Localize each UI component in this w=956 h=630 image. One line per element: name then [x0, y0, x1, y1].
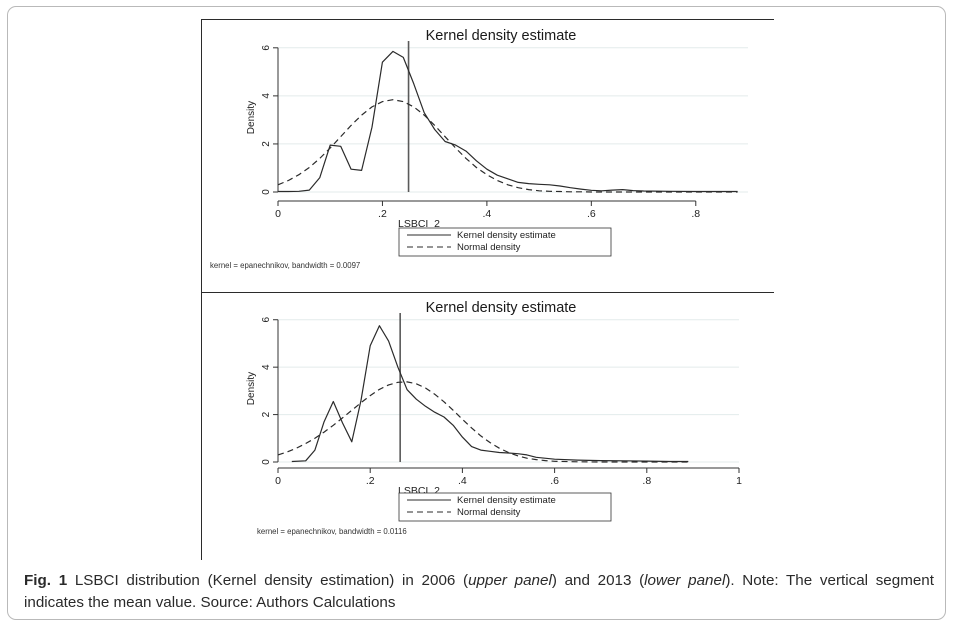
kernel-note: kernel = epanechnikov, bandwidth = 0.011…	[257, 527, 407, 536]
caption-text-1: LSBCI distribution (Kernel density estim…	[67, 572, 469, 589]
kernel-note: kernel = epanechnikov, bandwidth = 0.009…	[210, 261, 360, 270]
kernel-density-line	[278, 50, 738, 193]
legend-label: Normal density	[457, 242, 521, 253]
normal-density-line	[277, 381, 689, 463]
legend-label: Normal density	[457, 507, 521, 518]
x-tick-label: .4	[483, 208, 492, 220]
y-tick-label: 2	[261, 411, 272, 417]
chart-title: Kernel density estimate	[426, 28, 577, 44]
y-tick-label: 4	[261, 364, 272, 370]
y-tick-label: 0	[261, 459, 272, 465]
normal-density-line	[277, 99, 738, 193]
x-tick-label: .8	[691, 208, 700, 220]
chart-upper: Kernel density estimate 0 2 4 6 Density 0 .2 .4.…	[202, 20, 775, 294]
chart-panel-lower: Kernel density estimate 0 2 4 6 Density 0 .2 .4.…	[201, 292, 775, 561]
x-tick-label: .4	[458, 475, 467, 487]
x-tick-label: .2	[378, 208, 387, 220]
caption-upper-panel: upper panel	[468, 572, 552, 589]
x-tick-label: 0	[275, 208, 281, 220]
figure-frame	[7, 6, 946, 620]
x-axis-label: LSBCI_2	[398, 218, 440, 230]
legend-label: Kernel density estimate	[457, 230, 556, 241]
x-tick-label: .6	[550, 475, 559, 487]
x-tick-label: .2	[366, 475, 375, 487]
caption-text-3: ). Note: The vertical segment indicates …	[24, 572, 934, 611]
chart-title: Kernel density estimate	[426, 300, 577, 316]
caption-lower-panel: lower panel	[644, 572, 726, 589]
y-tick-label: 4	[261, 93, 272, 99]
y-tick-label: 6	[261, 45, 272, 51]
y-tick-label: 6	[261, 317, 272, 323]
plot-area	[278, 315, 739, 462]
kernel-density-line	[291, 325, 689, 463]
plot-area	[278, 43, 748, 192]
x-tick-label: .6	[587, 208, 596, 220]
y-tick-label: 2	[261, 141, 272, 147]
y-axis-label: Density	[246, 372, 257, 405]
chart-lower: Kernel density estimate 0 2 4 6 Density 0 .2 .4.…	[202, 293, 775, 561]
y-tick-label: 0	[261, 189, 272, 195]
x-tick-label: 1	[736, 475, 742, 487]
caption-text-2: ) and 2013 (	[551, 572, 645, 589]
y-axis-label: Density	[246, 101, 257, 134]
chart-panel-upper: Kernel density estimate 0 2 4 6 Density 0 .2 .4.…	[201, 19, 775, 294]
legend-label: Kernel density estimate	[457, 495, 556, 506]
legend-box	[398, 227, 612, 257]
x-tick-label: 0	[275, 475, 281, 487]
legend-box	[398, 492, 612, 522]
figure-caption: Fig. 1 LSBCI distribution (Kernel densit…	[24, 570, 934, 614]
caption-label: Fig. 1	[24, 572, 68, 589]
x-tick-label: .8	[642, 475, 651, 487]
